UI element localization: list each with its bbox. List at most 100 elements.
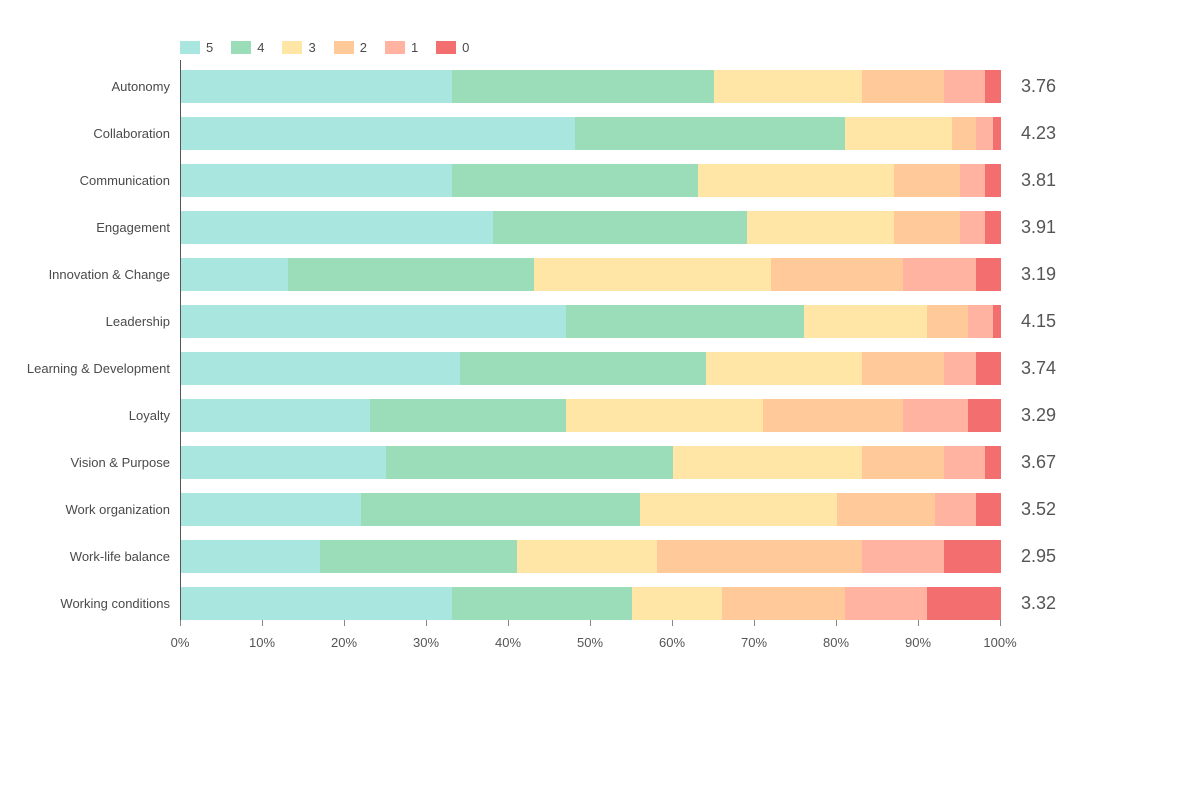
score-label: 2.95 [1021, 540, 1056, 573]
bar-segment [960, 211, 985, 244]
score-label: 3.19 [1021, 258, 1056, 291]
bar-segment [181, 211, 493, 244]
x-tick-mark [836, 620, 837, 626]
bar-segment [985, 70, 1001, 103]
score-label: 3.76 [1021, 70, 1056, 103]
x-tick-mark [754, 620, 755, 626]
legend-swatch [436, 41, 456, 54]
x-tick-label: 100% [983, 635, 1016, 650]
legend-swatch [231, 41, 251, 54]
x-tick-label: 80% [823, 635, 849, 650]
bar-segment [493, 211, 747, 244]
legend-swatch [334, 41, 354, 54]
x-tick-mark [672, 620, 673, 626]
bar-segment [706, 352, 862, 385]
x-tick-mark [918, 620, 919, 626]
bar-segment [976, 258, 1001, 291]
bar-row [181, 164, 1001, 197]
bar-segment [771, 258, 902, 291]
bar-segment [968, 305, 993, 338]
bar-segment [985, 446, 1001, 479]
x-tick-label: 0% [171, 635, 190, 650]
category-label: Learning & Development [0, 352, 170, 385]
bar-segment [181, 587, 452, 620]
bar-segment [698, 164, 895, 197]
bar-segment [845, 117, 952, 150]
legend-swatch [385, 41, 405, 54]
category-label: Innovation & Change [0, 258, 170, 291]
bar-segment [320, 540, 517, 573]
bar-segment [181, 258, 288, 291]
bar-segment [181, 352, 460, 385]
legend-item-3: 3 [282, 40, 315, 55]
bar-segment [361, 493, 640, 526]
bar-segment [386, 446, 673, 479]
bar-row [181, 399, 1001, 432]
bar-segment [714, 70, 862, 103]
bar-segment [985, 164, 1001, 197]
bar-segment [640, 493, 837, 526]
bar-segment [845, 587, 927, 620]
bar-segment [370, 399, 567, 432]
bar-segment [181, 493, 361, 526]
bar-segment [575, 117, 846, 150]
bar-segment [804, 305, 927, 338]
bar-segment [927, 587, 1001, 620]
bar-row [181, 117, 1001, 150]
legend-label: 4 [257, 40, 264, 55]
bar-row [181, 70, 1001, 103]
legend-item-5: 5 [180, 40, 213, 55]
category-label: Loyalty [0, 399, 170, 432]
bar-segment [993, 305, 1001, 338]
legend-item-2: 2 [334, 40, 367, 55]
bar-segment [935, 493, 976, 526]
bar-segment [763, 399, 902, 432]
category-label: Autonomy [0, 70, 170, 103]
category-label: Working conditions [0, 587, 170, 620]
bar-segment [862, 70, 944, 103]
bar-segment [952, 117, 977, 150]
x-tick-label: 50% [577, 635, 603, 650]
x-tick-mark [262, 620, 263, 626]
bar-segment [566, 305, 804, 338]
bar-segment [976, 493, 1001, 526]
x-axis: 0%10%20%30%40%50%60%70%80%90%100% [180, 630, 1000, 660]
bar-row [181, 540, 1001, 573]
plot-area: Autonomy3.76Collaboration4.23Communicati… [180, 60, 1000, 620]
bar-segment [747, 211, 895, 244]
score-label: 3.29 [1021, 399, 1056, 432]
score-label: 3.32 [1021, 587, 1056, 620]
legend-item-0: 0 [436, 40, 469, 55]
x-tick-label: 40% [495, 635, 521, 650]
bar-segment [968, 399, 1001, 432]
bar-segment [862, 352, 944, 385]
bar-segment [944, 70, 985, 103]
bar-row [181, 305, 1001, 338]
bar-segment [976, 352, 1001, 385]
x-tick-mark [590, 620, 591, 626]
bar-segment [944, 540, 1001, 573]
bar-segment [927, 305, 968, 338]
bar-segment [534, 258, 772, 291]
x-tick-mark [180, 620, 181, 626]
bar-segment [862, 446, 944, 479]
score-label: 3.67 [1021, 446, 1056, 479]
bar-segment [181, 305, 566, 338]
bar-segment [517, 540, 656, 573]
score-label: 3.52 [1021, 493, 1056, 526]
bar-segment [657, 540, 862, 573]
bar-row [181, 446, 1001, 479]
bar-row [181, 493, 1001, 526]
bar-segment [903, 399, 969, 432]
category-label: Collaboration [0, 117, 170, 150]
bar-segment [976, 117, 992, 150]
legend-label: 0 [462, 40, 469, 55]
bar-segment [862, 540, 944, 573]
bar-segment [837, 493, 935, 526]
bar-segment [181, 399, 370, 432]
bar-segment [894, 164, 960, 197]
bar-segment [903, 258, 977, 291]
score-label: 4.15 [1021, 305, 1056, 338]
bar-row [181, 587, 1001, 620]
category-label: Vision & Purpose [0, 446, 170, 479]
